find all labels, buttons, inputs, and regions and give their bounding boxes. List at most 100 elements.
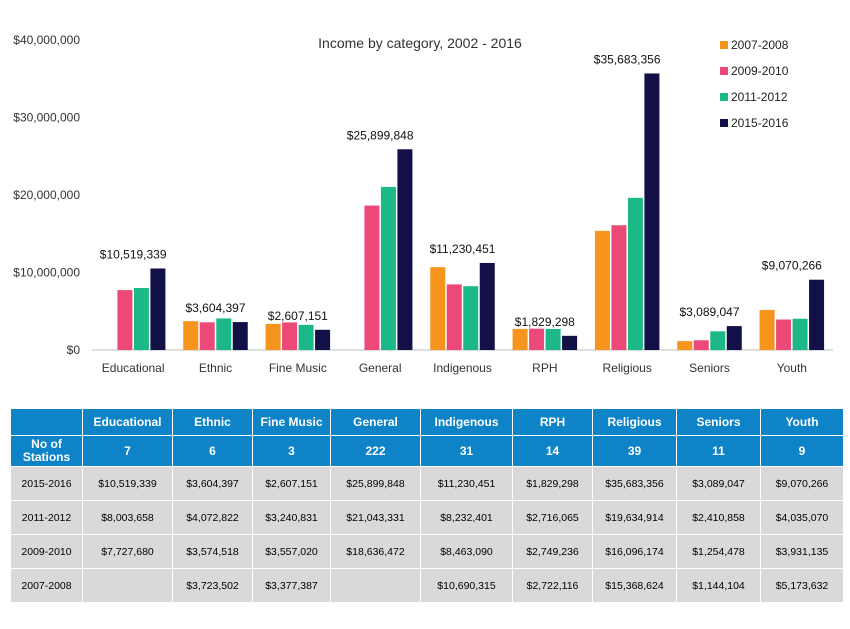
table-cell: $3,723,502 bbox=[172, 568, 253, 603]
legend-swatch bbox=[720, 93, 728, 101]
bar bbox=[479, 262, 495, 350]
table-cell: $2,410,858 bbox=[676, 500, 761, 535]
bar bbox=[199, 322, 215, 350]
legend-swatch bbox=[720, 67, 728, 75]
bar bbox=[545, 328, 561, 350]
bar bbox=[315, 329, 331, 350]
stations-count-cell: 11 bbox=[676, 435, 761, 467]
stations-count-cell: 6 bbox=[172, 435, 253, 467]
table-cell: $10,519,339 bbox=[82, 466, 173, 501]
data-label: $11,230,451 bbox=[430, 242, 496, 256]
table-column-header: Seniors bbox=[676, 408, 761, 436]
table-cell bbox=[330, 568, 421, 603]
table-cell: $2,722,116 bbox=[512, 568, 593, 603]
legend-label: 2007-2008 bbox=[731, 38, 789, 52]
table-column-header: Fine Music bbox=[252, 408, 331, 436]
bar bbox=[463, 286, 479, 350]
legend-label: 2009-2010 bbox=[731, 64, 789, 78]
table-cell: $15,368,624 bbox=[592, 568, 677, 603]
table-column-header: Youth bbox=[760, 408, 844, 436]
x-tick-label: Religious bbox=[602, 361, 651, 375]
data-labels: $10,519,339 $3,604,397 $2,607,151 $25,899,8… bbox=[100, 52, 822, 328]
bar bbox=[216, 318, 232, 350]
table-cell: $3,089,047 bbox=[676, 466, 761, 501]
table-cell: $5,173,632 bbox=[760, 568, 844, 603]
table-row: 2011-2012 $8,003,658 $4,072,822 $3,240,831 $… bbox=[10, 500, 844, 535]
bars bbox=[117, 73, 825, 351]
income-data-table: Educational Ethnic Fine Music General Indige… bbox=[10, 408, 844, 603]
table-column-header: Educational bbox=[82, 408, 173, 436]
data-label: $3,604,397 bbox=[185, 301, 245, 315]
table-cell: $21,043,331 bbox=[330, 500, 421, 535]
chart-title: Income by category, 2002 - 2016 bbox=[318, 35, 522, 51]
table-row-label: 2011-2012 bbox=[10, 500, 83, 535]
table-column-header: Indigenous bbox=[420, 408, 513, 436]
bar bbox=[446, 284, 462, 350]
table-cell: $1,829,298 bbox=[512, 466, 593, 501]
stations-count-cell: 7 bbox=[82, 435, 173, 467]
stations-count-cell: 39 bbox=[592, 435, 677, 467]
legend: 2007-2008 2009-2010 2011-2012 2015-2016 bbox=[720, 38, 789, 130]
table-cell: $7,727,680 bbox=[82, 534, 173, 569]
data-label: $25,899,848 bbox=[347, 128, 414, 142]
table-cell: $25,899,848 bbox=[330, 466, 421, 501]
table-cell: $19,634,914 bbox=[592, 500, 677, 535]
y-axis: $0 $10,000,000 $20,000,000 $30,000,000 $40,0… bbox=[13, 33, 833, 357]
stations-count-cell: 3 bbox=[252, 435, 331, 467]
table-cell: $10,690,315 bbox=[420, 568, 513, 603]
bar bbox=[710, 331, 726, 350]
table-column-header: RPH bbox=[512, 408, 593, 436]
data-table-container: Educational Ethnic Fine Music General Indige… bbox=[10, 408, 844, 603]
bar bbox=[117, 290, 133, 350]
bar bbox=[150, 268, 166, 350]
bar bbox=[232, 322, 248, 350]
stations-count-cell: 9 bbox=[760, 435, 844, 467]
table-column-header: Ethnic bbox=[172, 408, 253, 436]
income-bar-chart: Income by category, 2002 - 2016 $0 $10,00… bbox=[13, 33, 833, 375]
table-cell: $8,003,658 bbox=[82, 500, 173, 535]
x-tick-label: Fine Music bbox=[269, 361, 327, 375]
table-cell: $3,574,518 bbox=[172, 534, 253, 569]
data-label: $1,829,298 bbox=[515, 315, 575, 329]
data-label: $2,607,151 bbox=[268, 309, 328, 323]
stations-row-label: No of Stations bbox=[10, 435, 83, 467]
table-cell: $8,232,401 bbox=[420, 500, 513, 535]
legend-label: 2015-2016 bbox=[731, 116, 789, 130]
table-row-label: 2015-2016 bbox=[10, 466, 83, 501]
table-row: 2007-2008 $3,723,502 $3,377,387 $10,690,315… bbox=[10, 568, 844, 603]
x-tick-label: Indigenous bbox=[433, 361, 492, 375]
y-tick-label: $40,000,000 bbox=[13, 33, 80, 47]
table-cell: $3,931,135 bbox=[760, 534, 844, 569]
bar bbox=[380, 186, 396, 350]
table-cell bbox=[82, 568, 173, 603]
x-tick-label: RPH bbox=[532, 361, 557, 375]
table-cell: $3,240,831 bbox=[252, 500, 331, 535]
bar bbox=[611, 225, 627, 350]
bar bbox=[776, 319, 792, 350]
table-column-header: Religious bbox=[592, 408, 677, 436]
table-cell: $4,035,070 bbox=[760, 500, 844, 535]
data-label: $35,683,356 bbox=[594, 52, 661, 66]
bar bbox=[562, 335, 578, 350]
bar bbox=[677, 341, 693, 350]
table-stations-row: No of Stations 7 6 3 222 31 14 39 11 9 bbox=[10, 435, 844, 467]
table-cell: $2,607,151 bbox=[252, 466, 331, 501]
y-tick-label: $30,000,000 bbox=[13, 111, 80, 125]
data-label: $10,519,339 bbox=[100, 247, 167, 261]
y-tick-label: $20,000,000 bbox=[13, 188, 80, 202]
x-axis: Educational Ethnic Fine Music General Indige… bbox=[102, 361, 807, 375]
table-cell: $3,557,020 bbox=[252, 534, 331, 569]
bar bbox=[809, 279, 825, 350]
bar bbox=[133, 287, 149, 350]
legend-swatch bbox=[720, 119, 728, 127]
x-tick-label: Ethnic bbox=[199, 361, 232, 375]
table-cell: $8,463,090 bbox=[420, 534, 513, 569]
legend-swatch bbox=[720, 41, 728, 49]
table-column-header: General bbox=[330, 408, 421, 436]
y-tick-label: $10,000,000 bbox=[13, 266, 80, 280]
data-label: $3,089,047 bbox=[679, 305, 739, 319]
table-cell: $4,072,822 bbox=[172, 500, 253, 535]
bar bbox=[529, 328, 545, 350]
table-cell: $2,716,065 bbox=[512, 500, 593, 535]
bar bbox=[397, 149, 413, 350]
